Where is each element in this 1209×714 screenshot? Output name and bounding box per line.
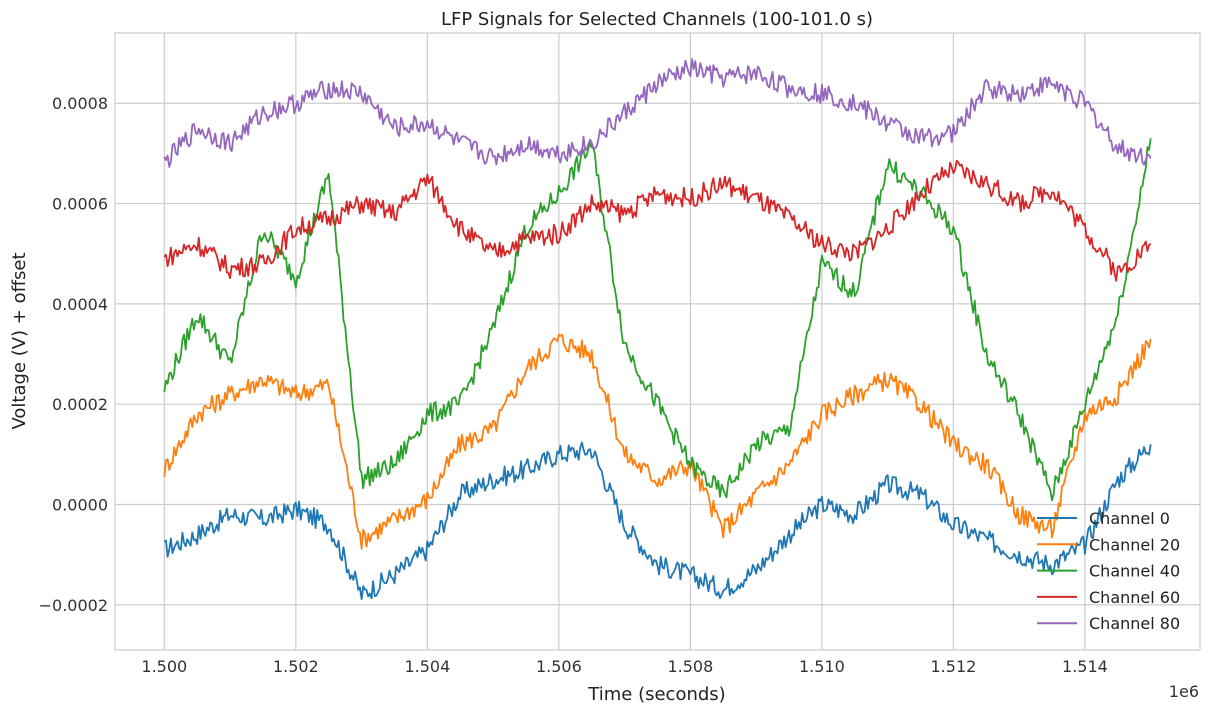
x-axis-offset-label: 1e6	[1169, 682, 1199, 701]
x-tick-label: 1.512	[931, 657, 977, 676]
y-tick-label: 0.0004	[52, 295, 108, 314]
x-tick-label: 1.510	[799, 657, 845, 676]
chart-title: LFP Signals for Selected Channels (100-1…	[441, 9, 873, 30]
y-axis-ticks: −0.0002 0.0000 0.0002 0.0004 0.0006 0.0008	[39, 94, 108, 615]
series-line-channel-0	[163, 441, 1152, 600]
y-tick-label: 0.0008	[52, 94, 108, 113]
legend: Channel 0 Channel 20 Channel 40 Channel 60 C…	[1037, 509, 1180, 633]
series-layer	[163, 58, 1152, 600]
series-line-channel-20	[163, 333, 1152, 550]
y-tick-label: 0.0002	[52, 395, 108, 414]
series-line-channel-80	[163, 58, 1152, 168]
legend-label: Channel 40	[1089, 562, 1180, 581]
legend-label: Channel 20	[1089, 535, 1180, 554]
legend-label: Channel 0	[1089, 509, 1170, 528]
x-axis-ticks: 1.500 1.502 1.504 1.506 1.508 1.510 1.512 1.514	[141, 657, 1107, 676]
series-line-channel-40	[163, 138, 1152, 502]
legend-label: Channel 60	[1089, 588, 1180, 607]
x-tick-label: 1.504	[404, 657, 450, 676]
x-tick-label: 1.508	[667, 657, 713, 676]
x-tick-label: 1.514	[1062, 657, 1108, 676]
y-tick-label: 0.0006	[52, 195, 108, 214]
plot-area-frame	[114, 32, 1201, 651]
x-axis-label: Time (seconds)	[587, 684, 725, 705]
legend-label: Channel 80	[1089, 614, 1180, 633]
y-tick-label: −0.0002	[39, 596, 108, 615]
x-tick-label: 1.506	[536, 657, 582, 676]
x-tick-label: 1.500	[141, 657, 187, 676]
y-tick-label: 0.0000	[52, 496, 108, 515]
series-line-channel-60	[163, 159, 1152, 282]
y-axis-label: Voltage (V) + offset	[9, 252, 30, 429]
x-tick-label: 1.502	[273, 657, 319, 676]
